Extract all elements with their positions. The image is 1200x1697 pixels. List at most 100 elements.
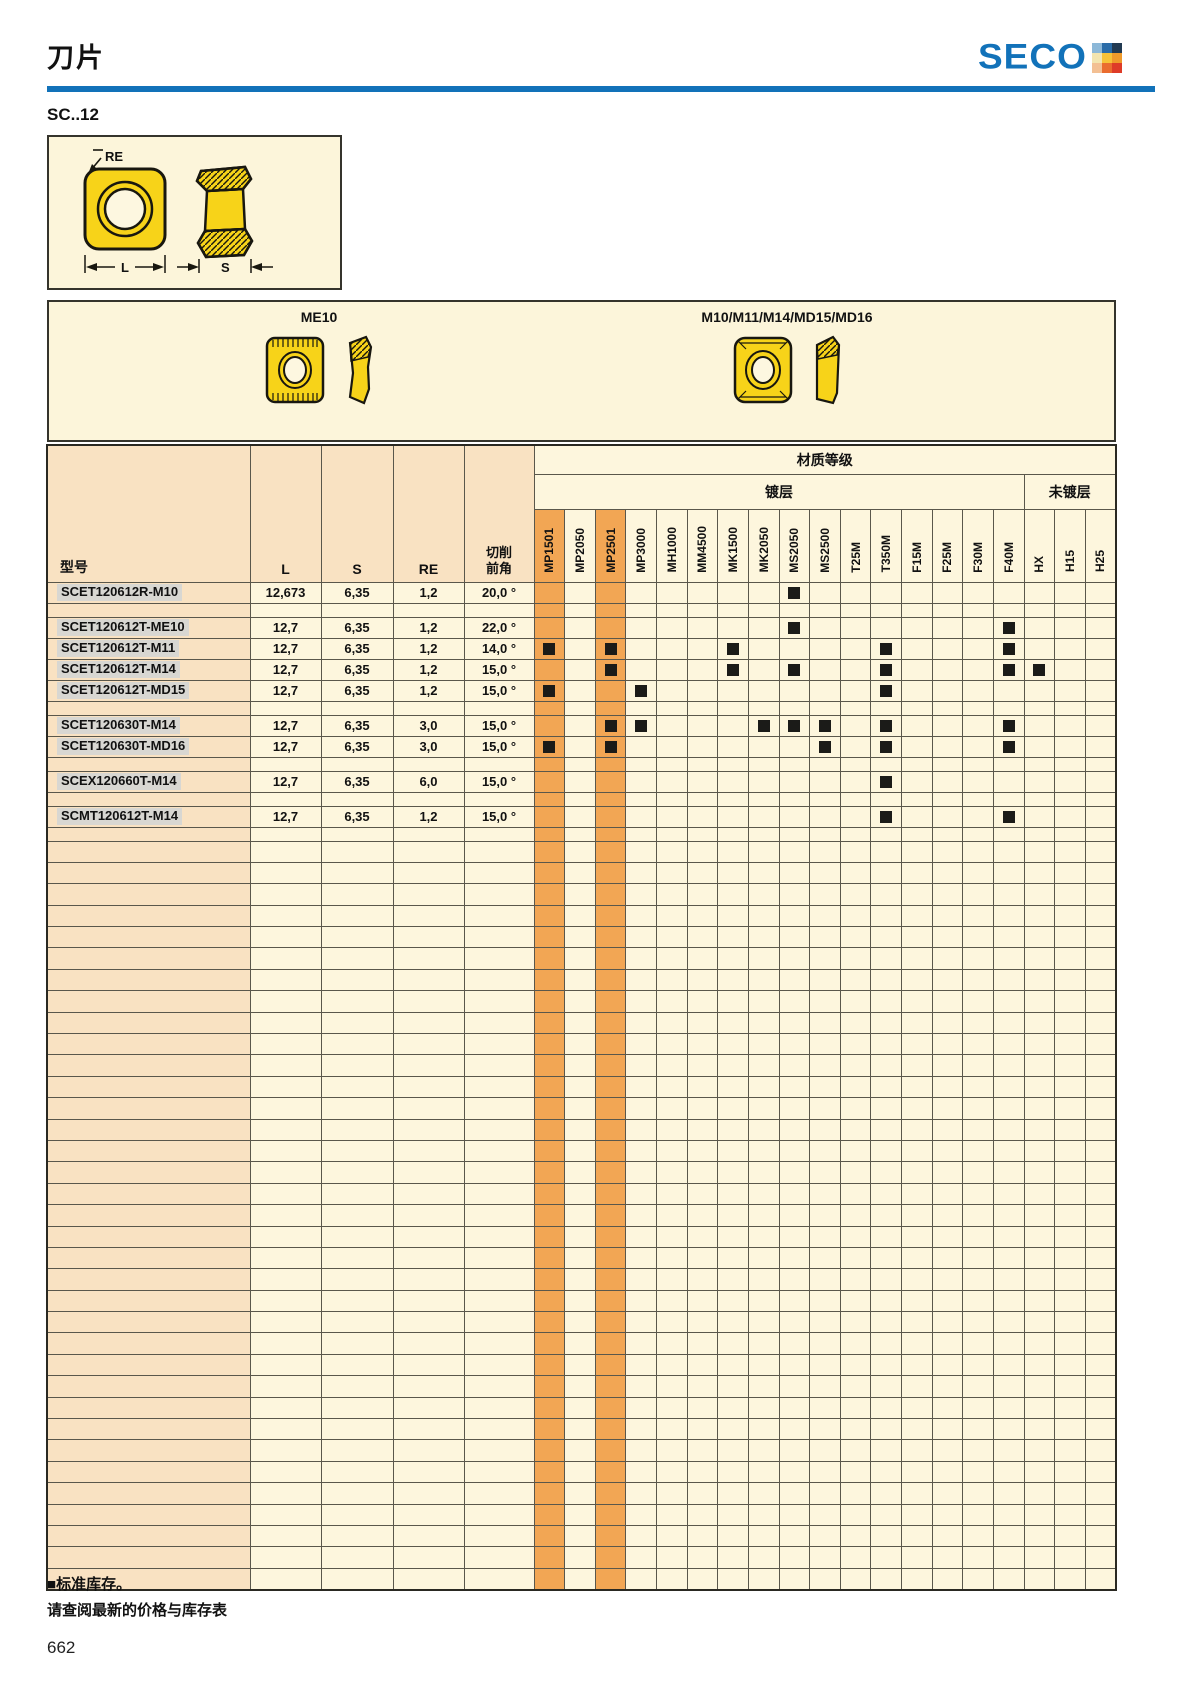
model-cell	[46, 1460, 251, 1484]
logo-grid-cell	[1091, 53, 1102, 63]
grade-cell-mp2050	[564, 1482, 596, 1505]
grade-cell-mk2050	[747, 770, 780, 793]
grade-cell-f30m	[962, 1075, 994, 1099]
grade-cell-mk1500	[717, 1332, 749, 1355]
stock-mark	[604, 719, 617, 732]
grade-cell-mk1500	[717, 926, 749, 949]
angle-cell	[463, 1118, 535, 1141]
grade-cell-mp2050	[564, 637, 596, 660]
grade-cell-f15m	[901, 1075, 933, 1099]
grade-cell-mp2050	[564, 1439, 596, 1462]
model-cell: SCET120612R-M10	[46, 581, 251, 604]
grade-cell-mk2050	[747, 1225, 780, 1248]
grade-cell-ms2050	[778, 1246, 811, 1270]
re-cell	[392, 861, 465, 885]
grade-cell-f25m	[931, 616, 964, 639]
grade-cell-hx	[1023, 1311, 1056, 1334]
grade-cell-h25	[1084, 602, 1117, 618]
grade-cell-mp3000	[625, 616, 657, 639]
grade-cell-mp1501	[533, 1396, 566, 1420]
empty-row	[46, 1225, 1117, 1248]
grade-cell-mp2501	[594, 861, 627, 885]
grade-cell-h25	[1084, 1289, 1117, 1313]
grade-cell-f15m	[901, 637, 933, 660]
l-cell	[249, 1075, 322, 1099]
grade-cell-mm4500	[686, 770, 719, 793]
re-cell	[392, 1033, 465, 1056]
grade-cell-t25m	[839, 1546, 872, 1569]
grade-cell-ms2050	[778, 1289, 811, 1313]
grade-cell-t25m	[839, 1139, 872, 1163]
grade-cell-h15	[1054, 1054, 1086, 1077]
grade-cell-h15	[1054, 1204, 1086, 1227]
grade-cell-mp1501	[533, 1225, 566, 1248]
grade-cell-f25m	[931, 1139, 964, 1163]
angle-cell: 22,0 °	[463, 616, 535, 639]
s-cell: 6,35	[320, 805, 394, 828]
grade-cell-mh1000	[656, 990, 688, 1013]
l-cell	[249, 756, 322, 772]
re-cell	[392, 602, 465, 618]
grade-cell-h15	[1054, 861, 1086, 885]
grade-cell-mk1500	[717, 840, 749, 863]
grade-cell-mp2501	[594, 1225, 627, 1248]
grade-cell-hx	[1023, 826, 1056, 842]
empty-row	[46, 1353, 1117, 1377]
grade-cell-h25	[1084, 1011, 1117, 1035]
grade-cell-f40m	[992, 1524, 1025, 1548]
grade-col-header-mk1500: MK1500	[717, 508, 749, 583]
grade-cell-f15m	[901, 1204, 933, 1227]
grade-col-header-ms2050: MS2050	[778, 508, 811, 583]
grade-cell-ms2050	[778, 1054, 811, 1077]
grade-cell-t25m	[839, 1033, 872, 1056]
re-cell	[392, 883, 465, 906]
angle-cell	[463, 756, 535, 772]
grade-cell-mk1500	[717, 1375, 749, 1398]
model-name: SCET120612T-ME10	[57, 619, 189, 636]
grade-cell-f15m	[901, 1268, 933, 1291]
grade-cell-mk2050	[747, 1075, 780, 1099]
grade-cell-t25m	[839, 1460, 872, 1484]
grade-cell-mk1500	[717, 1075, 749, 1099]
grade-cell-h15	[1054, 1439, 1086, 1462]
grade-cell-mp1501	[533, 840, 566, 863]
s-cell	[320, 1524, 394, 1548]
grade-cell-f15m	[901, 840, 933, 863]
grade-cell-f15m	[901, 1182, 933, 1206]
grade-cell-mh1000	[656, 1332, 688, 1355]
grade-cell-f15m	[901, 826, 933, 842]
grade-cell-ms2500	[809, 1418, 841, 1441]
angle-cell	[463, 840, 535, 863]
grade-cell-mk1500	[717, 679, 749, 702]
grade-cell-t25m	[839, 1118, 872, 1141]
grade-cell-ms2500	[809, 1460, 841, 1484]
grade-cell-t350m	[870, 679, 902, 702]
grade-cell-h15	[1054, 1503, 1086, 1527]
grade-cell-mp2501	[594, 926, 627, 949]
grade-cell-h15	[1054, 1182, 1086, 1206]
grade-cell-h25	[1084, 1353, 1117, 1377]
grade-cell-f25m	[931, 1011, 964, 1035]
angle-cell: 15,0 °	[463, 658, 535, 681]
grade-cell-ms2500	[809, 883, 841, 906]
grade-cell-f15m	[901, 926, 933, 949]
model-name: SCET120612T-M14	[57, 661, 180, 678]
grade-cell-ms2500	[809, 1524, 841, 1548]
grade-cell-hx	[1023, 1182, 1056, 1206]
grade-cell-mp1501	[533, 1161, 566, 1184]
grade-cell-t350m	[870, 735, 902, 758]
grade-header-row: MP1501 MP2050 MP2501 MP3000 MH1000 MM4500 MK15…	[47, 508, 1117, 583]
grade-cell-t25m	[839, 1567, 872, 1591]
re-cell	[392, 1524, 465, 1548]
angle-cell	[463, 1139, 535, 1163]
grade-cell-mp2501	[594, 1546, 627, 1569]
grade-cell-mk1500	[717, 1204, 749, 1227]
empty-row	[46, 1460, 1117, 1484]
grade-cell-ms2050	[778, 968, 811, 992]
grade-cell-f15m	[901, 1439, 933, 1462]
grade-cell-mp2501	[594, 1567, 627, 1591]
s-cell	[320, 1161, 394, 1184]
grade-cell-mp2501	[594, 714, 627, 737]
grade-cell-h15	[1054, 616, 1086, 639]
re-cell	[392, 1439, 465, 1462]
